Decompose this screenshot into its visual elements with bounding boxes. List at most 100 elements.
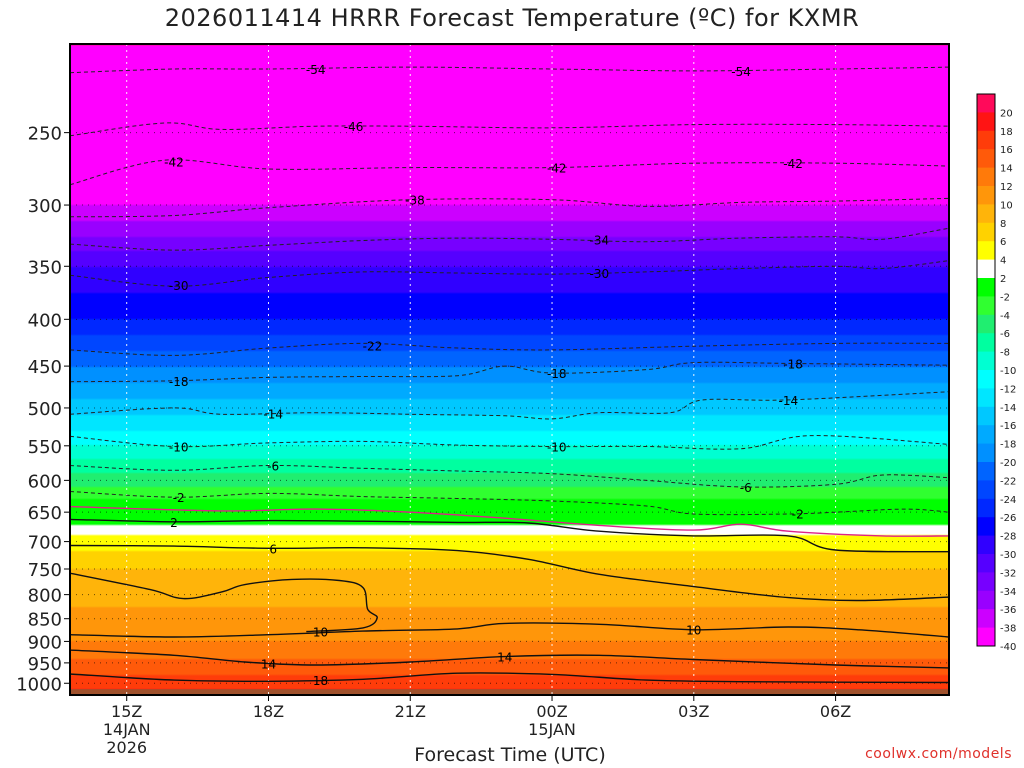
y-tick-label: 950 [28, 654, 62, 675]
contour-label-text: 10 [686, 623, 701, 637]
contour-label: -14 [263, 407, 283, 421]
contour-label: -6 [267, 460, 279, 474]
colorbar-label: 6 [1000, 237, 1006, 248]
colorbar-swatch [977, 296, 995, 316]
y-tick-label: 750 [28, 560, 62, 581]
colorbar-swatch [977, 370, 995, 389]
plot-frame [69, 43, 950, 696]
x-tick-label: 2026 [106, 738, 147, 757]
colorbar-swatch [977, 590, 995, 610]
colorbar-label: -6 [1000, 329, 1010, 340]
contour-label: -34 [589, 233, 609, 247]
contour-line [70, 197, 949, 218]
contour-line [70, 572, 378, 633]
y-tick-label: 900 [28, 632, 62, 653]
contour-label-text: -30 [589, 267, 609, 281]
colorbar-label: -40 [1000, 642, 1016, 653]
colorbar-label: -12 [1000, 384, 1016, 395]
colorbar-swatch [977, 204, 995, 224]
contour-label: -54 [306, 63, 326, 77]
contour-label-text: -2 [792, 507, 804, 521]
colorbar-label: 10 [1000, 200, 1013, 211]
contour-label: -54 [731, 65, 751, 79]
colorbar-swatch [977, 241, 995, 261]
contour-label-text: -6 [267, 460, 279, 474]
colorbar-swatch [977, 480, 995, 500]
contour-label-text: -46 [344, 120, 364, 134]
colorbar-swatch [977, 149, 995, 169]
colorbar-label: -4 [1000, 311, 1010, 322]
colorbar-label: 18 [1000, 127, 1013, 138]
contour-label: 10 [313, 626, 328, 640]
y-tick-label: 300 [28, 196, 62, 217]
contour-label: 14 [261, 658, 276, 672]
colorbar-swatch [977, 443, 995, 463]
y-tick-label: 500 [28, 399, 62, 420]
contour-label: -38 [405, 194, 425, 208]
contour-label: -46 [344, 120, 364, 134]
contour-line [70, 544, 949, 602]
colorbar-swatch [977, 517, 995, 537]
contour-label-text: -10 [547, 441, 567, 455]
y-tick-label: 1000 [16, 674, 62, 695]
x-tick-label: 06Z [820, 702, 851, 721]
contour-label: -6 [740, 481, 752, 495]
x-tick-label: 21Z [395, 702, 426, 721]
contour-line [70, 435, 949, 450]
contour-label-text: -22 [363, 339, 383, 353]
contour-line [70, 361, 949, 383]
colorbar-swatch [977, 627, 995, 647]
contour-label: -30 [169, 279, 189, 293]
contour-label: -42 [547, 162, 567, 176]
colorbar-label: -26 [1000, 513, 1016, 524]
colorbar-label: 14 [1000, 164, 1013, 175]
credit-text: coolwx.com/models [865, 746, 1012, 762]
x-tick-label: 03Z [678, 702, 709, 721]
contour-label-text: 14 [497, 651, 512, 665]
colorbar-label: -38 [1000, 624, 1016, 635]
colorbar-swatch [977, 94, 995, 113]
colorbar-swatch [977, 535, 995, 555]
contour-label-text: -34 [589, 233, 609, 247]
colorbar-swatch [977, 186, 995, 205]
colorbar-label: 16 [1000, 145, 1013, 156]
y-tick-label: 800 [28, 586, 62, 607]
y-tick-label: 650 [28, 503, 62, 524]
y-axis: 2503003504004505005506006507007508008509… [16, 124, 70, 695]
contour-label: -18 [169, 375, 189, 389]
contour-label: -2 [173, 491, 185, 505]
contour-label-text: -38 [405, 194, 425, 208]
plot-area: -54 -54-46-42 -42 -42-38-34-30-30-22-18-18-… [70, 44, 949, 695]
contour-line [70, 672, 949, 684]
colorbar-label: -8 [1000, 348, 1010, 359]
contour-label: -18 [783, 357, 803, 371]
contour-line [70, 505, 949, 537]
contour-label-text: -18 [783, 357, 803, 371]
colorbar-label: 12 [1000, 182, 1013, 193]
contour-label-text: -18 [169, 375, 189, 389]
colorbar-label: -20 [1000, 458, 1016, 469]
colorbar-label: 20 [1000, 108, 1013, 119]
colorbar-swatch [977, 130, 995, 150]
colorbar-swatch [977, 351, 995, 371]
contour-label-text: 10 [313, 626, 328, 640]
contour-label-text: -42 [164, 156, 184, 170]
colorbar-label: -18 [1000, 440, 1016, 451]
contour-label: -18 [547, 367, 567, 381]
colorbar-swatch [977, 554, 995, 573]
contour-line [70, 122, 949, 137]
contour-line [70, 649, 949, 669]
contour-label-text: -54 [306, 63, 326, 77]
colorbar-label: -10 [1000, 366, 1016, 377]
colorbar-swatch [977, 462, 995, 481]
contour-line [70, 518, 949, 553]
y-tick-label: 600 [28, 471, 62, 492]
contour-label-text: -6 [740, 481, 752, 495]
colorbar-swatch [977, 222, 995, 242]
contour-label-text: 2 [170, 516, 178, 530]
colorbar-swatch [977, 259, 995, 279]
colorbar-label: -30 [1000, 550, 1016, 561]
colorbar-label: -28 [1000, 532, 1016, 543]
colorbar-swatch [977, 572, 995, 592]
x-tick-label: 00Z [536, 702, 567, 721]
